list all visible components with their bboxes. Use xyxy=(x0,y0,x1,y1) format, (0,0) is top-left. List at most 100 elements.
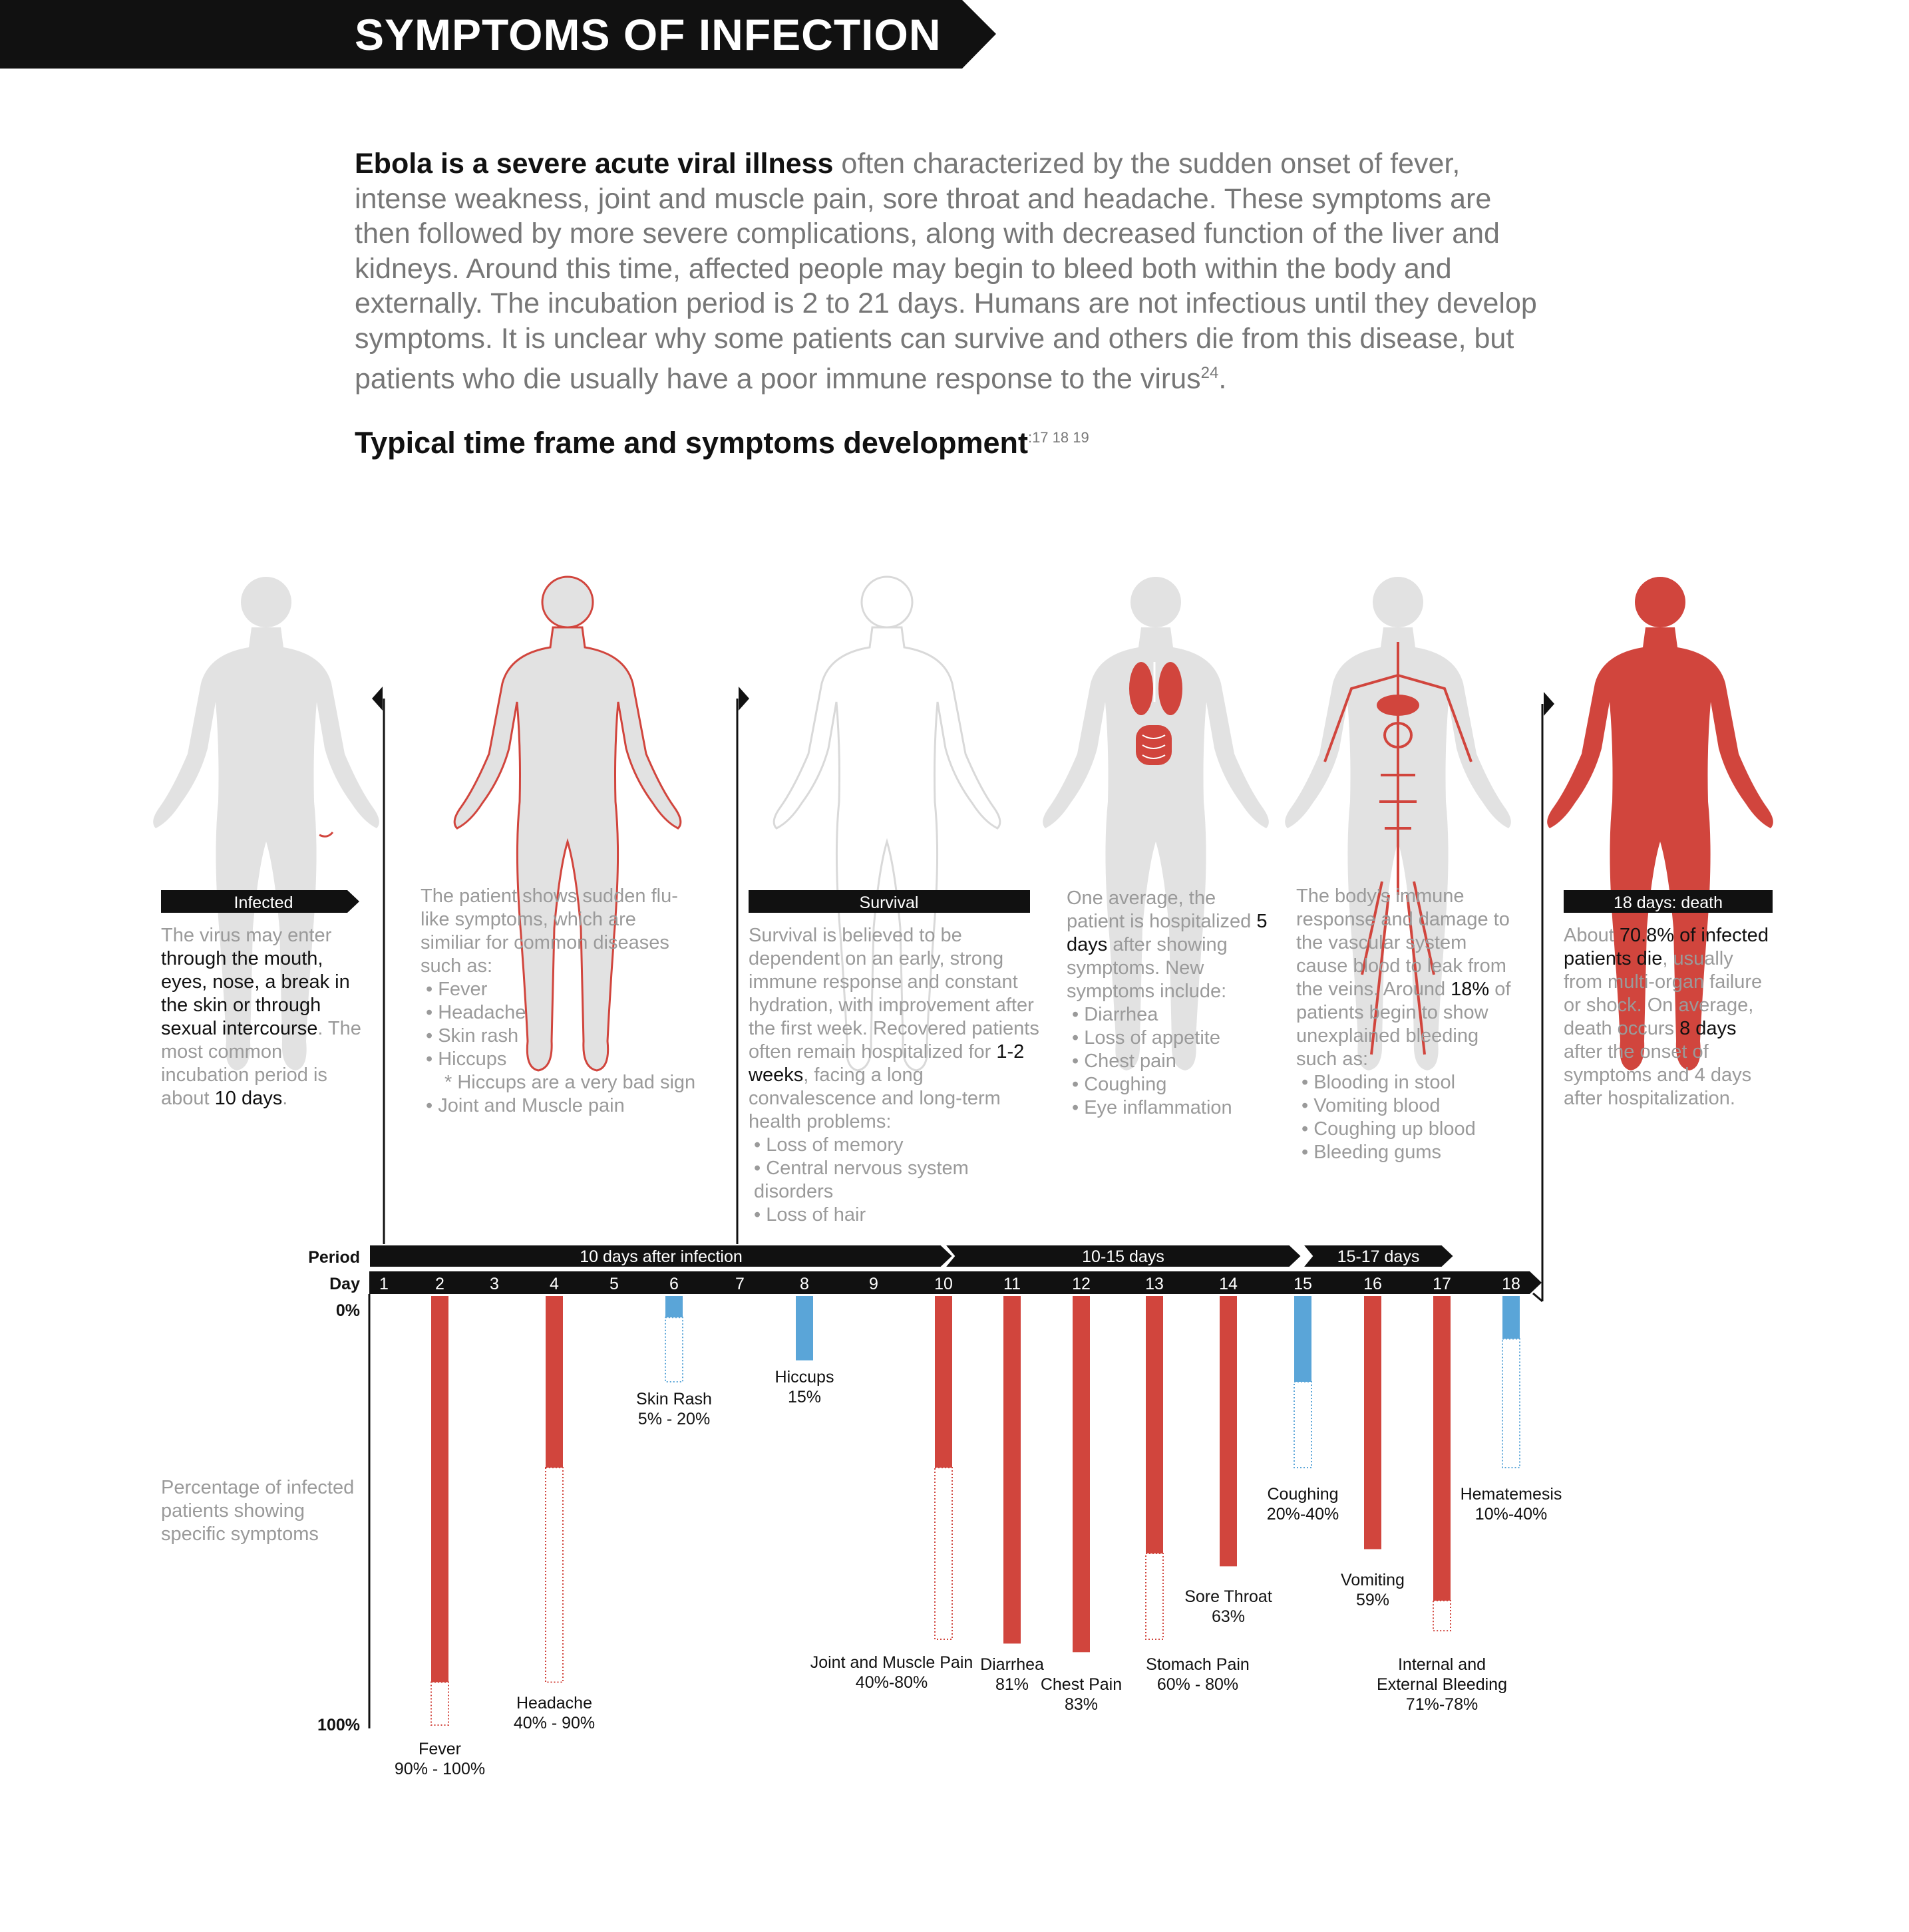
hospital-symptom-list: • Diarrhea • Loss of appetite • Chest pa… xyxy=(1067,1003,1273,1120)
pointer-arrow-survival xyxy=(739,687,749,711)
bleeding-text-2: of patients begin to show unexplained bl… xyxy=(1296,979,1511,1070)
day-row: Day 1 2 3 4 5 6 7 8 9 10 11 12 13 14 15 16 17 18 xyxy=(329,1271,1542,1294)
list-note: * Hiccups are a very bad sign xyxy=(444,1072,696,1093)
figure-infected xyxy=(153,577,379,1070)
day-tick-label: 1 xyxy=(379,1275,389,1293)
bleeding-symptom-list: • Blooding in stool • Vomiting blood • C… xyxy=(1296,1071,1522,1164)
list-item: • Loss of appetite xyxy=(1072,1027,1220,1048)
day-tick-label: 12 xyxy=(1072,1275,1091,1293)
list-item: • Skin rash xyxy=(426,1025,519,1046)
intro-end: . xyxy=(1218,363,1227,395)
survival-problem-list: • Loss of memory • Central nervous syste… xyxy=(749,1134,1041,1227)
symptom-name-label: Diarrhea xyxy=(980,1655,1044,1674)
day-tick-label: 11 xyxy=(1003,1275,1021,1293)
day-tick-label: 3 xyxy=(490,1275,499,1293)
day-axis-label: Day xyxy=(329,1275,360,1293)
symptom-bar xyxy=(1220,1296,1237,1567)
list-item: • Central nervous system disorders xyxy=(754,1158,969,1202)
intro-ref: 24 xyxy=(1200,364,1219,382)
symptom-name-label: External Bleeding xyxy=(1377,1675,1507,1694)
symptom-range xyxy=(1294,1381,1312,1468)
symptom-range xyxy=(1433,1599,1451,1632)
death-text-1: About xyxy=(1564,925,1620,946)
day-tick-label: 18 xyxy=(1502,1275,1520,1293)
bleeding-text-1: The body’s immune response and damage to… xyxy=(1296,886,1510,1000)
list-item: • Fever xyxy=(426,979,488,1000)
list-item: • Joint and Muscle pain xyxy=(426,1095,625,1116)
symptom-range xyxy=(934,1467,953,1640)
period-axis-label: Period xyxy=(308,1248,360,1267)
list-item: • Blooding in stool xyxy=(1302,1072,1456,1093)
list-item: • Chest pain xyxy=(1072,1050,1176,1072)
period-bar xyxy=(369,1244,954,1268)
y-axis-min-label: 0% xyxy=(336,1301,360,1320)
day-tick-label: 8 xyxy=(800,1275,809,1293)
symptom-range xyxy=(1145,1553,1164,1640)
death-key-1: 70.8% of infected patients die xyxy=(1564,925,1769,969)
symptom-bar xyxy=(935,1296,952,1468)
y-axis-note: Percentage of infected patients showing … xyxy=(161,1477,355,1545)
section-subheading: Typical time frame and symptoms developm… xyxy=(355,426,1089,460)
list-item: • Bleeding gums xyxy=(1302,1142,1442,1163)
day-tick-label: 13 xyxy=(1145,1275,1164,1293)
day-tick-label: 5 xyxy=(609,1275,619,1293)
day-tick-label: 4 xyxy=(550,1275,559,1293)
death-label: 18 days: death xyxy=(1614,893,1723,912)
day-bar xyxy=(369,1271,1542,1294)
symptom-name-label: Hiccups xyxy=(775,1368,834,1386)
day-tick-label: 7 xyxy=(735,1275,745,1293)
survival-label-bg xyxy=(749,890,1030,913)
day-tick-label: 10 xyxy=(934,1275,953,1293)
page-title: SYMPTOMS OF INFECTION xyxy=(355,10,942,59)
symptom-name-label: Coughing xyxy=(1267,1485,1338,1504)
y-axis: 0% 100% xyxy=(317,1294,371,1734)
day-tick-label: 17 xyxy=(1433,1275,1451,1293)
survival-text-1: Survival is believed to be dependent on … xyxy=(749,925,1039,1062)
pointer-arrow-death xyxy=(1544,692,1554,716)
symptom-pct-label: 59% xyxy=(1356,1591,1389,1609)
infected-label: Infected xyxy=(234,893,293,912)
symptom-bar xyxy=(1364,1296,1381,1549)
symptom-labels: Fever 90% - 100% Headache 40% - 90% Skin Ras… xyxy=(395,1368,1562,1778)
death-text-2: , usually from multi-organ failure or sh… xyxy=(1564,948,1763,1039)
bleeding-key-1: 18% xyxy=(1451,979,1490,1000)
symptom-name-label: Fever xyxy=(419,1740,461,1758)
symptom-range xyxy=(545,1467,564,1683)
symptom-name-label: Stomach Pain xyxy=(1146,1655,1250,1674)
y-axis-max-label: 100% xyxy=(317,1716,360,1734)
period-bar xyxy=(1301,1244,1455,1268)
subhead-text: Typical time frame and symptoms developm… xyxy=(355,426,1028,460)
period-bar xyxy=(943,1244,1303,1268)
day-tick-label: 14 xyxy=(1219,1275,1238,1293)
symptom-pct-label: 10%-40% xyxy=(1475,1505,1547,1524)
list-item: • Loss of hair xyxy=(754,1204,866,1225)
death-key-2: 8 days xyxy=(1679,1018,1737,1039)
symptom-bar xyxy=(1003,1296,1021,1644)
symptom-bar xyxy=(1073,1296,1090,1653)
infected-text-3: . xyxy=(282,1088,288,1109)
symptom-name-label: Headache xyxy=(516,1694,592,1712)
list-item: • Coughing xyxy=(1072,1074,1167,1095)
symptom-range xyxy=(431,1681,449,1726)
infected-text-1: The virus may enter xyxy=(161,925,332,946)
symptom-name-label: Vomiting xyxy=(1341,1571,1405,1589)
symptom-pct-label: 15% xyxy=(788,1388,821,1406)
day-tick-label: 6 xyxy=(669,1275,679,1293)
symptom-pct-label: 5% - 20% xyxy=(638,1410,710,1428)
intro-lead: Ebola is a severe acute viral illness xyxy=(355,148,834,180)
figure-hospitalized xyxy=(1043,577,1269,1070)
symptom-bar xyxy=(1502,1296,1520,1339)
infected-description: The virus may enter through the mouth, e… xyxy=(161,924,374,1110)
symptom-pct-label: 20%-40% xyxy=(1267,1505,1339,1524)
symptom-pct-label: 40%-80% xyxy=(856,1673,928,1692)
death-description: About 70.8% of infected patients die, us… xyxy=(1564,924,1777,1110)
symptom-range xyxy=(1502,1338,1520,1468)
symptom-bar xyxy=(1146,1296,1163,1553)
infected-text-2: . The most common incubation period is a… xyxy=(161,1018,361,1109)
figure-bleeding xyxy=(1285,577,1511,1070)
hospital-text-2: after showing symptoms. New symptoms inc… xyxy=(1067,934,1228,1002)
period-label: 10-15 days xyxy=(1082,1247,1164,1266)
hospital-description: One average, the patient is hospitalized… xyxy=(1067,887,1273,1120)
symptom-range xyxy=(665,1317,683,1382)
flu-text: The patient shows sudden flu-like sympto… xyxy=(421,886,678,977)
